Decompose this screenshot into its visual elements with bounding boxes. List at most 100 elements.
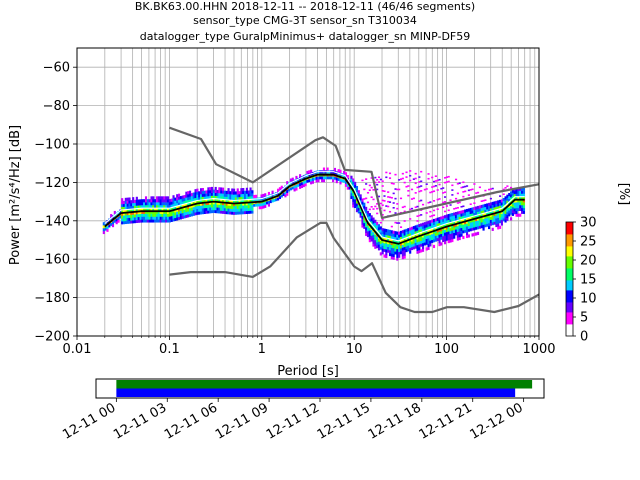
heatmap-cell xyxy=(480,210,483,214)
heatmap-cell xyxy=(511,195,514,199)
heatmap-cell xyxy=(179,207,182,211)
heatmap-cell xyxy=(174,200,177,204)
heatmap-cell xyxy=(223,193,226,197)
heatmap-cell xyxy=(284,194,287,198)
colorbar-segment xyxy=(566,222,573,225)
heatmap-cell xyxy=(493,218,496,222)
heatmap-cell xyxy=(365,224,368,228)
heatmap-cell xyxy=(194,197,197,201)
heatmap-cell xyxy=(454,226,458,230)
heatmap-cell xyxy=(363,205,366,209)
heatmap-cell xyxy=(458,228,461,232)
heatmap-cell xyxy=(451,236,454,240)
heatmap-cell xyxy=(192,204,195,208)
heatmap-cell xyxy=(225,193,228,197)
heatmap-cell xyxy=(387,240,390,245)
heatmap-cell xyxy=(370,223,373,228)
heatmap-cell xyxy=(365,206,368,211)
heatmap-cell xyxy=(462,195,465,198)
heatmap-cell xyxy=(396,207,399,210)
heatmap-cell xyxy=(390,250,393,254)
heatmap-cell xyxy=(517,207,520,212)
heatmap-cell xyxy=(385,228,388,233)
heatmap-cell xyxy=(429,225,432,230)
heatmap-cell xyxy=(495,215,498,219)
heatmap-cell xyxy=(201,208,204,212)
heatmap-cell xyxy=(493,215,496,219)
heatmap-cell xyxy=(504,204,507,209)
heatmap-cell xyxy=(188,199,192,203)
heatmap-cell xyxy=(383,248,386,252)
heatmap-cell xyxy=(179,216,182,220)
heatmap-cell xyxy=(412,178,415,180)
heatmap-cell xyxy=(377,244,381,248)
heatmap-cell xyxy=(427,241,430,245)
heatmap-cell xyxy=(192,198,195,202)
heatmap-cell xyxy=(161,207,164,212)
heatmap-cell xyxy=(179,198,182,203)
heatmap-cell xyxy=(159,204,162,209)
heatmap-cell xyxy=(183,212,186,216)
heatmap-cell xyxy=(458,225,461,229)
heatmap-cell xyxy=(392,207,395,209)
heatmap-cell xyxy=(133,202,137,206)
heatmap-cell xyxy=(139,216,142,220)
heatmap-cell xyxy=(440,230,443,234)
heatmap-cell xyxy=(368,233,371,237)
heatmap-cell xyxy=(196,208,199,212)
heatmap-cell xyxy=(438,240,441,244)
heatmap-cell xyxy=(431,191,434,193)
heatmap-cell xyxy=(368,213,371,217)
heatmap-cell xyxy=(462,218,465,222)
x-axis-label: Period [s] xyxy=(277,364,339,379)
heatmap-cell xyxy=(409,230,412,234)
heatmap-cell xyxy=(429,234,432,238)
heatmap-cell xyxy=(387,246,390,250)
colorbar-segment xyxy=(566,244,573,247)
heatmap-cell xyxy=(374,181,377,184)
colorbar-segment xyxy=(566,286,573,289)
heatmap-cell xyxy=(214,192,217,196)
heatmap-cell xyxy=(132,205,135,209)
heatmap-cell xyxy=(183,209,186,213)
heatmap-cell xyxy=(352,201,355,205)
heatmap-cell xyxy=(460,213,463,217)
heatmap-cell xyxy=(409,227,412,231)
heatmap-cell xyxy=(122,203,126,207)
heatmap-cell xyxy=(381,199,384,202)
heatmap-cell xyxy=(163,213,166,217)
heatmap-cell xyxy=(251,204,254,208)
heatmap-cell xyxy=(381,214,384,216)
heatmap-cell xyxy=(517,202,520,206)
heatmap-cell xyxy=(491,227,494,231)
heatmap-cell xyxy=(405,228,408,232)
heatmap-cell xyxy=(176,214,179,218)
colorbar-segment xyxy=(566,266,573,269)
heatmap-cell xyxy=(262,205,265,209)
heatmap-cell xyxy=(478,219,481,223)
heatmap-cell xyxy=(333,176,337,180)
heatmap-cell xyxy=(174,211,177,216)
heatmap-cell xyxy=(414,206,417,209)
heatmap-cell xyxy=(218,210,221,214)
heatmap-cell xyxy=(352,184,355,188)
colorbar-segment xyxy=(566,320,573,323)
heatmap-cell xyxy=(473,209,476,213)
heatmap-cell xyxy=(521,210,524,214)
heatmap-cell xyxy=(233,208,236,212)
timeline-tick-label: 12-12 00 xyxy=(468,400,526,442)
heatmap-cell xyxy=(207,204,210,208)
heatmap-cell xyxy=(506,194,509,198)
heatmap-cell xyxy=(449,204,452,206)
heatmap-cell xyxy=(438,231,441,235)
heatmap-cell xyxy=(508,193,511,197)
heatmap-cell xyxy=(438,178,441,181)
heatmap-cell xyxy=(133,211,137,215)
heatmap-cell xyxy=(484,189,487,192)
heatmap-cell xyxy=(383,242,386,247)
heatmap-cell xyxy=(377,232,381,236)
heatmap-cell xyxy=(504,210,507,214)
heatmap-cell xyxy=(467,211,470,215)
heatmap-cell xyxy=(199,191,203,195)
heatmap-cell xyxy=(148,202,151,206)
